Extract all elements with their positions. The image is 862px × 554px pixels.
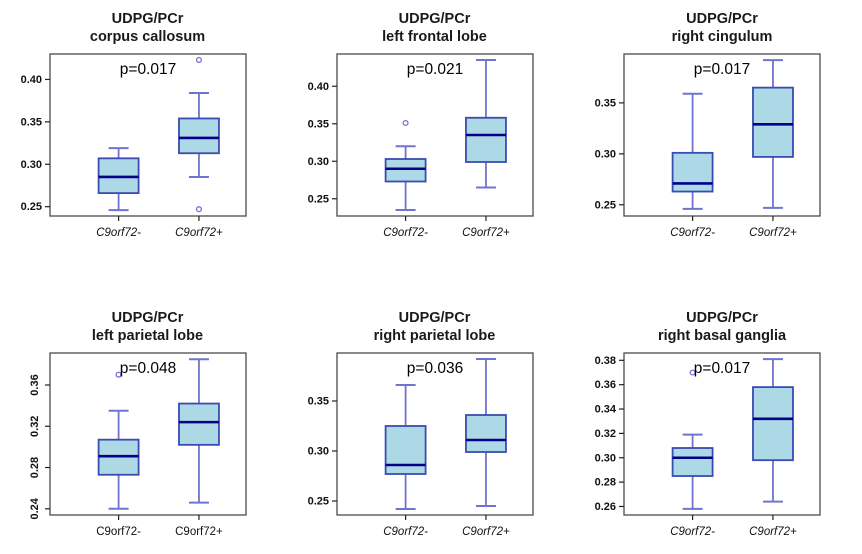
outlier-point [195,206,203,213]
outlier-point [115,371,122,378]
panel-title-line2: left parietal lobe [91,328,204,344]
x-tick-label: C9orf72+ [749,526,797,538]
y-tick-label: 0.40 [308,81,329,93]
panel-title-line2: right cingulum [671,29,773,45]
x-tick-label: C9orf72- [96,526,141,538]
y-tick-label: 0.36 [595,379,616,391]
y-tick-label: 0.26 [595,501,616,513]
panel-title: UDPG/PCr right cingulum [574,0,862,46]
x-tick-label: C9orf72+ [462,526,510,538]
plot-frame [623,352,821,516]
y-tick-label: 0.32 [29,416,41,437]
x-tick-label: C9orf72- [383,526,428,538]
plot-frame [623,53,821,217]
boxplot-panel-corpus-callosum: UDPG/PCr corpus callosum 0.25 0.30 0.35 0.4… [0,0,287,277]
panel-title: UDPG/PCr left parietal lobe [0,277,287,345]
x-tick-label: C9orf72- [383,227,428,239]
iqr-box [465,414,507,453]
iqr-box [752,86,794,158]
panel-title-line1: UDPG/PCr [686,11,758,27]
boxplot-panel-right-basal-ganglia: UDPG/PCr right basal ganglia 0.26 0.28 0.3… [574,277,862,554]
x-tick-label: C9orf72- [670,526,715,538]
boxplot-canvas-right-cingulum: 0.25 0.30 0.35 C9orf72- C9orf72+ p=0.017 [595,53,821,239]
p-value-label: p=0.048 [120,360,176,377]
boxplot-canvas-left-frontal-lobe: 0.25 0.30 0.35 0.40 C9orf72- C9orf72+ p=0.021 [308,53,534,239]
y-tick-label: 0.30 [21,159,42,171]
panel-title-line2: corpus callosum [89,29,206,45]
boxplot-canvas-right-basal-ganglia: 0.26 0.28 0.30 0.32 0.34 0.36 0.38 C9orf72- C9or… [595,352,821,538]
panel-title-line1: UDPG/PCr [398,11,471,27]
plot-frame [336,352,534,516]
iqr-box [178,117,220,155]
iqr-box [178,402,220,446]
plot-frame [49,53,247,217]
iqr-box [384,425,427,475]
y-tick-label: 0.40 [21,74,42,86]
y-tick-label: 0.38 [595,355,616,367]
panel-title-line1: UDPG/PCr [398,310,471,326]
panel-title-line2: right basal ganglia [657,328,787,344]
y-tick-label: 0.32 [595,428,616,440]
p-value-label: p=0.017 [120,61,176,78]
outlier-point [402,119,409,127]
boxplot-canvas-right-parietal-lobe: 0.25 0.30 0.35 C9orf72- C9orf72+ p=0.036 [308,352,534,538]
p-value-label: p=0.021 [407,61,463,78]
outlier-point [689,369,696,376]
x-tick-label: C9orf72+ [749,227,797,239]
y-tick-label: 0.35 [595,97,616,109]
iqr-box [671,151,714,193]
iqr-box [384,158,427,183]
p-value-label: p=0.036 [407,360,463,377]
panel-title-line2: right parietal lobe [373,328,496,344]
panel-title: UDPG/PCr corpus callosum [0,0,287,46]
y-tick-label: 0.30 [595,452,616,464]
panel-title: UDPG/PCr right parietal lobe [287,277,574,345]
plot-frame [336,53,534,217]
y-tick-label: 0.25 [21,201,42,213]
p-value-label: p=0.017 [694,360,750,377]
p-value-label: p=0.017 [694,61,750,78]
y-tick-label: 0.28 [29,457,41,478]
panel-title: UDPG/PCr right basal ganglia [574,277,862,345]
y-tick-label: 0.25 [595,199,616,211]
panel-title-line2: left frontal lobe [382,29,487,45]
panel-title-line1: UDPG/PCr [111,310,184,326]
boxplot-canvas-corpus-callosum: 0.25 0.30 0.35 0.40 C9orf72- C9orf72+ p=0.017 [21,53,247,239]
iqr-box [671,447,714,477]
iqr-box [752,386,794,462]
boxplot-panel-right-parietal-lobe: UDPG/PCr right parietal lobe 0.25 0.30 0.3… [287,277,574,554]
plot-frame [49,352,247,516]
panel-title: UDPG/PCr left frontal lobe [287,0,574,46]
boxplot-panel-right-cingulum: UDPG/PCr right cingulum 0.25 0.30 0.35 C9or… [574,0,862,277]
panel-title-line1: UDPG/PCr [111,11,184,27]
y-tick-label: 0.35 [21,116,42,128]
y-tick-label: 0.34 [595,404,617,416]
y-tick-label: 0.28 [595,477,616,489]
y-tick-label: 0.35 [308,118,329,130]
x-tick-label: C9orf72+ [462,227,510,239]
y-tick-label: 0.35 [308,396,329,408]
y-tick-label: 0.36 [29,374,41,395]
panel-title-line1: UDPG/PCr [686,310,758,326]
boxplot-canvas-left-parietal-lobe: 0.24 0.28 0.32 0.36 C9orf72- C9orf72+ p=0.048 [29,352,247,538]
x-tick-label: C9orf72- [96,227,141,239]
x-tick-label: C9orf72+ [175,526,223,538]
y-tick-label: 0.30 [308,446,329,458]
y-tick-label: 0.30 [308,156,329,168]
y-tick-label: 0.25 [308,193,329,205]
x-tick-label: C9orf72- [670,227,715,239]
outlier-point [195,56,203,63]
y-tick-label: 0.25 [308,496,329,508]
boxplot-panel-left-parietal-lobe: UDPG/PCr left parietal lobe 0.24 0.28 0.32… [0,277,287,554]
x-tick-label: C9orf72+ [175,227,223,239]
boxplot-panel-left-frontal-lobe: UDPG/PCr left frontal lobe 0.25 0.30 0.35 0… [287,0,574,277]
y-tick-label: 0.30 [595,148,616,160]
y-tick-label: 0.24 [29,497,41,519]
iqr-box [465,116,507,163]
